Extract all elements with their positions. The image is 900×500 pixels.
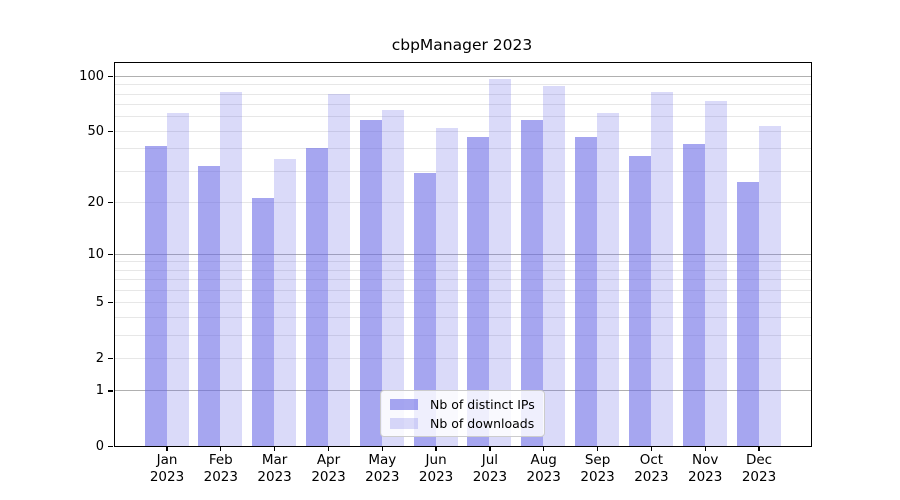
bar-downloads-feb — [220, 91, 243, 446]
bar-distinct-ips-jul — [467, 137, 490, 446]
x-tick-mark — [166, 446, 168, 451]
x-tick-mark — [704, 446, 706, 451]
bar-distinct-ips-sep — [575, 137, 598, 446]
bar-distinct-ips-aug — [521, 120, 544, 446]
x-tick-label: Jul 2023 — [472, 452, 508, 485]
minor-gridline — [115, 84, 811, 86]
y-tick-mark — [108, 445, 113, 448]
minor-gridline — [115, 148, 811, 150]
minor-gridline — [115, 316, 811, 318]
bar-distinct-ips-nov — [682, 144, 705, 446]
x-tick-label: May 2023 — [365, 452, 400, 485]
bar-downloads-mar — [274, 158, 297, 446]
y-tick-mark — [108, 302, 113, 304]
major-gridline — [115, 253, 811, 255]
x-tick-mark — [435, 446, 437, 451]
x-tick-mark — [758, 446, 760, 451]
x-tick-label: Sep 2023 — [580, 452, 615, 485]
minor-gridline — [115, 334, 811, 336]
bar-distinct-ips-jan — [144, 146, 167, 446]
minor-gridline — [115, 116, 811, 118]
bar-downloads-oct — [650, 91, 673, 446]
x-tick-label: Nov 2023 — [688, 452, 723, 485]
bar-distinct-ips-oct — [628, 156, 651, 446]
x-tick-mark — [650, 446, 653, 451]
bar-distinct-ips-feb — [198, 165, 221, 446]
x-tick-label: Feb 2023 — [203, 452, 238, 485]
y-tick-mark — [108, 130, 113, 132]
chart-title: cbpManager 2023 — [391, 36, 533, 54]
minor-gridline — [115, 357, 811, 359]
minor-gridline — [115, 170, 811, 172]
bar-distinct-ips-mar — [252, 198, 275, 446]
minor-gridline — [115, 290, 811, 291]
y-tick-label: 10 — [87, 246, 104, 262]
y-tick-mark — [108, 75, 113, 78]
legend-swatch-distinct-ips — [390, 398, 418, 410]
y-tick-label: 2 — [95, 350, 104, 366]
bar-downloads-apr — [328, 93, 350, 446]
minor-gridline — [115, 279, 811, 281]
minor-gridline — [115, 93, 811, 95]
x-tick-label: Jun 2023 — [418, 452, 454, 485]
y-tick-label: 50 — [87, 123, 104, 139]
x-tick-mark — [596, 446, 599, 451]
x-tick-label: Mar 2023 — [257, 452, 292, 485]
x-tick-label: Apr 2023 — [311, 452, 346, 485]
x-tick-mark — [543, 446, 545, 451]
legend-entry: Nb of distinct IPs — [390, 397, 536, 412]
x-tick-mark — [220, 446, 222, 451]
y-tick-label: 1 — [95, 383, 104, 399]
minor-gridline — [115, 201, 811, 203]
y-tick-label: 5 — [95, 295, 104, 311]
legend-swatch-downloads — [390, 417, 418, 429]
x-tick-mark — [489, 446, 491, 451]
bar-distinct-ips-jun — [413, 173, 436, 446]
bar-downloads-dec — [758, 126, 781, 446]
bar-downloads-may — [381, 110, 404, 446]
y-tick-mark — [108, 357, 113, 360]
minor-gridline — [115, 269, 811, 271]
minor-gridline — [115, 104, 811, 106]
minor-gridline — [115, 302, 811, 304]
x-tick-label: Oct 2023 — [634, 452, 669, 485]
minor-gridline — [115, 261, 811, 263]
x-tick-label: Dec 2023 — [741, 452, 777, 485]
legend-label: Nb of distinct IPs — [430, 396, 535, 412]
major-gridline — [115, 75, 811, 77]
y-tick-label: 20 — [87, 194, 104, 210]
y-tick-label: 100 — [79, 68, 104, 84]
bar-distinct-ips-may — [359, 120, 382, 446]
legend-label: Nb of downloads — [430, 415, 535, 431]
bar-downloads-nov — [704, 100, 727, 446]
legend-entry: Nb of downloads — [390, 416, 536, 431]
x-tick-mark — [381, 446, 383, 451]
bar-distinct-ips-apr — [306, 148, 328, 446]
x-tick-label: Aug 2023 — [526, 452, 561, 485]
bar-downloads-jan — [166, 112, 189, 446]
x-tick-mark — [327, 446, 330, 451]
bar-downloads-jun — [435, 127, 458, 446]
y-tick-mark — [108, 201, 113, 204]
bar-downloads-sep — [597, 112, 620, 446]
y-tick-mark — [108, 253, 113, 255]
minor-gridline — [115, 130, 811, 132]
bar-downloads-aug — [543, 86, 566, 446]
y-tick-mark — [108, 390, 113, 392]
y-tick-label: 0 — [95, 439, 104, 454]
plot-area — [114, 62, 812, 447]
legend: Nb of distinct IPs Nb of downloads — [380, 390, 545, 437]
x-tick-label: Jan 2023 — [149, 452, 185, 485]
bar-downloads-jul — [489, 79, 512, 446]
x-tick-mark — [273, 446, 276, 451]
bar-distinct-ips-dec — [736, 181, 759, 446]
